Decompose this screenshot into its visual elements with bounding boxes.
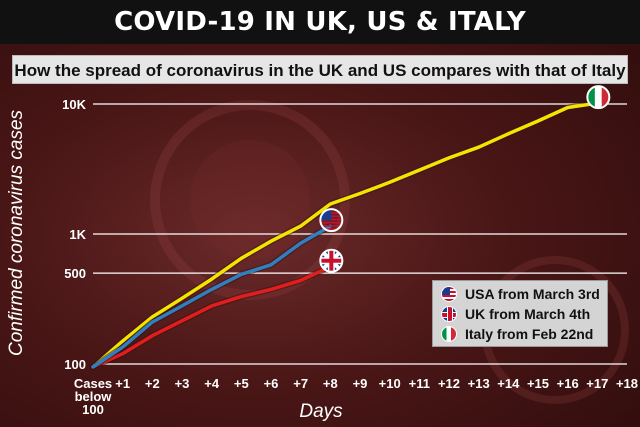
x-tick-label: +18 — [616, 376, 638, 391]
x-tick-label: +3 — [175, 376, 190, 391]
legend-item-usa: USA from March 3rd — [441, 284, 600, 304]
italy-flag-icon — [441, 326, 457, 342]
italy-flag-marker — [586, 85, 611, 110]
x-axis-title: Days — [299, 401, 343, 422]
legend-item-italy: Italy from Feb 22nd — [441, 324, 593, 344]
page-title: COVID-19 IN UK, US & ITALY — [0, 0, 640, 44]
x-tick-label: +2 — [145, 376, 160, 391]
usa-flag-marker — [319, 208, 344, 233]
x-tick-label: +12 — [438, 376, 460, 391]
x-tick-label: +10 — [379, 376, 401, 391]
chart-subtitle: How the spread of coronavirus in the UK … — [12, 55, 628, 84]
x-tick-label: +16 — [557, 376, 579, 391]
x-tick-label: +4 — [204, 376, 220, 391]
series-line-usa — [91, 224, 333, 369]
series-line-uk — [91, 264, 333, 369]
x-tick-label: +7 — [293, 376, 308, 391]
legend-label-italy: Italy from Feb 22nd — [465, 326, 594, 342]
y-axis-title: Confirmed coronavirus cases — [6, 109, 27, 356]
legend-item-uk: UK from March 4th — [441, 304, 590, 324]
legend: USA from March 3rd UK from March 4th Ita… — [432, 280, 608, 347]
y-tick-label: 1K — [69, 227, 86, 242]
y-tick-label: 500 — [64, 266, 86, 281]
virus-illustration — [150, 100, 629, 404]
x-tick-label: +1 — [115, 376, 130, 391]
x-tick-label: +11 — [409, 376, 430, 391]
x-tick-label: +17 — [586, 376, 608, 391]
y-tick-label: 100 — [64, 357, 86, 372]
x-tick-label: +8 — [323, 376, 338, 391]
x-tick-label: Cases below 100 — [74, 376, 112, 417]
x-tick-label: +6 — [264, 376, 279, 391]
uk-flag-marker — [319, 248, 344, 273]
legend-label-usa: USA from March 3rd — [465, 286, 600, 302]
x-tick-label: +13 — [468, 376, 490, 391]
uk-flag-icon — [441, 306, 457, 322]
x-tick-label: +5 — [234, 376, 249, 391]
series-line-italy — [91, 101, 600, 369]
us-flag-icon — [441, 286, 457, 302]
legend-label-uk: UK from March 4th — [465, 306, 591, 322]
x-tick-label: +14 — [497, 376, 520, 391]
x-tick-label: +15 — [527, 376, 549, 391]
x-tick-label: +9 — [353, 376, 368, 391]
y-tick-label: 10K — [62, 97, 86, 112]
